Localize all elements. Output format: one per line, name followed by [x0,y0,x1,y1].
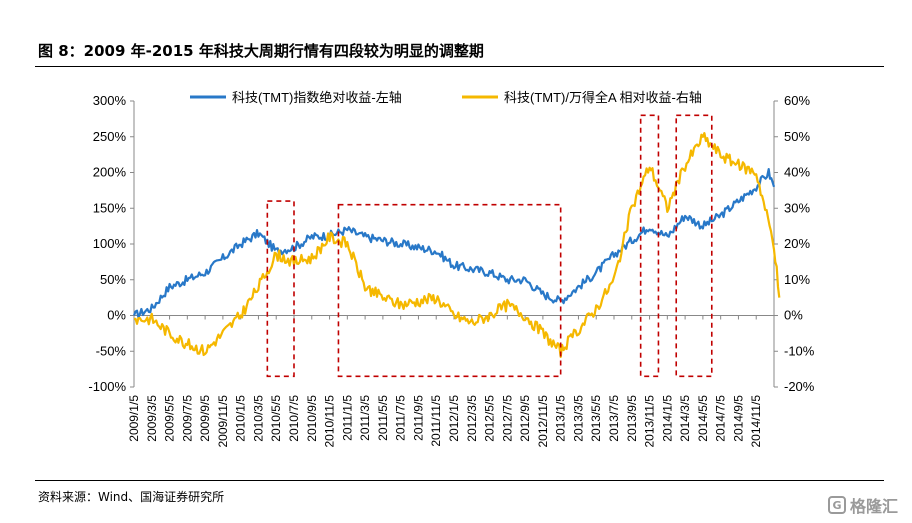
x-tick-label: 2011/9/5 [411,395,425,441]
x-tick-label: 2010/7/5 [287,395,301,442]
y-right-tick-label: 60% [784,93,810,108]
y-right-tick-label: 50% [784,129,810,144]
y-right-tick-label: -10% [784,343,815,358]
y-right-tick-label: 30% [784,200,810,215]
highlight-period-box [639,114,660,378]
y-right-tick-label: 20% [784,236,810,251]
y-left-tick-label: 150% [93,200,127,215]
x-tick-label: 2010/5/5 [269,395,283,442]
y-left-tick-label: -50% [96,343,127,358]
x-tick-label: 2013/3/5 [571,395,585,442]
x-tick-label: 2012/3/5 [465,395,479,442]
x-tick-label: 2014/11/5 [749,395,763,448]
x-tick-label: 2010/9/5 [305,395,319,442]
legend-relative-label: 科技(TMT)/万得全A 相对收益-右轴 [504,90,702,105]
y-left-tick-label: 50% [100,272,126,287]
x-tick-label: 2012/5/5 [483,395,497,442]
y-right-tick-label: -20% [784,379,815,394]
x-tick-label: 2011/1/5 [340,395,354,441]
x-tick-label: 2011/11/5 [429,395,443,447]
y-left-tick-label: 200% [93,165,127,180]
x-tick-label: 2014/7/5 [714,395,728,442]
y-left-tick-label: 100% [93,236,127,251]
x-tick-label: 2009/7/5 [180,395,194,442]
watermark-logo-icon: G [827,496,846,514]
x-tick-label: 2014/1/5 [660,395,674,442]
x-tick-label: 2010/3/5 [251,395,265,442]
legend-absolute-label: 科技(TMT)指数绝对收益-左轴 [232,90,402,105]
x-tick-label: 2009/5/5 [163,395,177,442]
x-tick-label: 2012/11/5 [536,395,550,448]
x-tick-label: 2014/3/5 [678,395,692,442]
x-tick-label: 2009/11/5 [216,395,230,448]
watermark: G 格隆汇 [827,493,898,517]
y-left-tick-label: 300% [93,93,127,108]
footer-divider [35,480,884,481]
x-tick-label: 2013/1/5 [554,395,568,442]
x-tick-label: 2014/9/5 [731,395,745,442]
y-right-tick-label: 10% [784,272,810,287]
highlight-period-box [337,203,562,378]
x-tick-label: 2012/1/5 [447,395,461,442]
y-right-tick-label: 0% [784,308,803,323]
chart-title: 图 8：2009 年-2015 年科技大周期行情有四段较为明显的调整期 [38,42,484,60]
x-tick-label: 2014/5/5 [696,395,710,442]
y-left-tick-label: 250% [93,129,127,144]
series-line-relative [133,132,781,358]
x-tick-label: 2011/7/5 [394,395,408,441]
x-tick-label: 2010/1/5 [234,395,248,442]
source-note: 资料来源：Wind、国海证券研究所 [38,490,225,504]
x-tick-label: 2013/9/5 [625,395,639,442]
x-tick-label: 2013/11/5 [643,395,657,448]
x-tick-label: 2010/11/5 [323,395,337,448]
series-line-absolute [132,168,776,319]
x-tick-label: 2011/5/5 [376,395,390,441]
highlight-period-box [266,200,295,378]
highlight-period-box [675,114,713,378]
title-divider [35,66,884,67]
x-tick-label: 2009/9/5 [198,395,212,442]
x-tick-label: 2011/3/5 [358,395,372,441]
x-tick-label: 2013/7/5 [607,395,621,442]
y-left-tick-label: 0% [107,308,126,323]
x-tick-label: 2009/1/5 [127,395,141,442]
x-tick-label: 2009/3/5 [145,395,159,442]
x-tick-label: 2012/9/5 [518,395,532,442]
y-left-tick-label: -100% [88,379,126,394]
watermark-text: 格隆汇 [849,497,898,516]
x-tick-label: 2013/5/5 [589,395,603,442]
y-right-tick-label: 40% [784,165,810,180]
x-tick-label: 2012/7/5 [500,395,514,442]
